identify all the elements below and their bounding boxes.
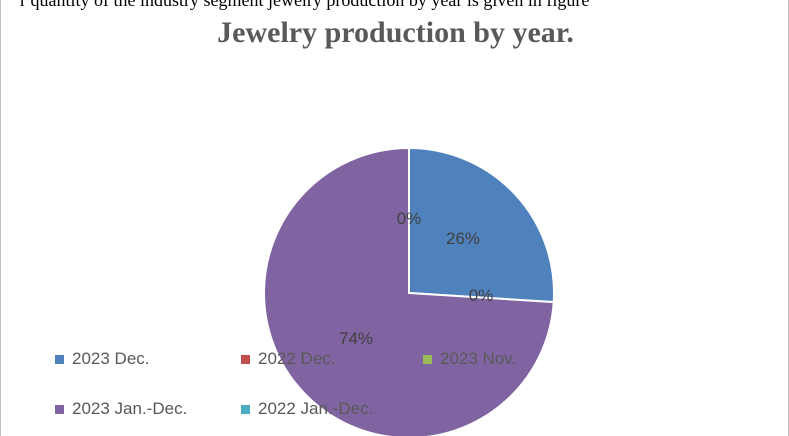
- legend-swatch: [423, 354, 432, 364]
- legend-swatch: [55, 354, 64, 364]
- cropped-caption-text: r quantity of the industry segment jewel…: [20, 0, 590, 10]
- legend-item-2022-jan-dec: 2022 Jan.-Dec.: [241, 399, 373, 419]
- legend-item-2023-dec: 2023 Dec.: [55, 349, 150, 369]
- legend-label: 2023 Dec.: [72, 349, 150, 368]
- data-label-1: 0%: [469, 286, 494, 305]
- legend-label: 2023 Jan.-Dec.: [72, 399, 188, 418]
- chart-title: Jewelry production by year.: [217, 16, 574, 49]
- pie-slice-0: [408, 146, 555, 304]
- legend-swatch: [241, 404, 250, 414]
- data-label-3: 74%: [339, 329, 373, 348]
- pie-slice-3: [263, 146, 555, 436]
- legend-item-2022-dec: 2022 Dec.: [241, 349, 336, 369]
- legend-item-2023-nov: 2023 Nov.: [423, 349, 516, 369]
- legend-item-2023-jan-dec: 2023 Jan.-Dec.: [55, 399, 187, 419]
- legend-label: 2022 Jan.-Dec.: [258, 399, 374, 418]
- data-label-4: 0%: [397, 209, 422, 228]
- legend-label: 2023 Nov.: [440, 349, 517, 368]
- data-label-0: 26%: [446, 229, 480, 248]
- legend-swatch: [241, 354, 250, 364]
- legend-swatch: [55, 404, 64, 414]
- legend-label: 2022 Dec.: [258, 349, 336, 368]
